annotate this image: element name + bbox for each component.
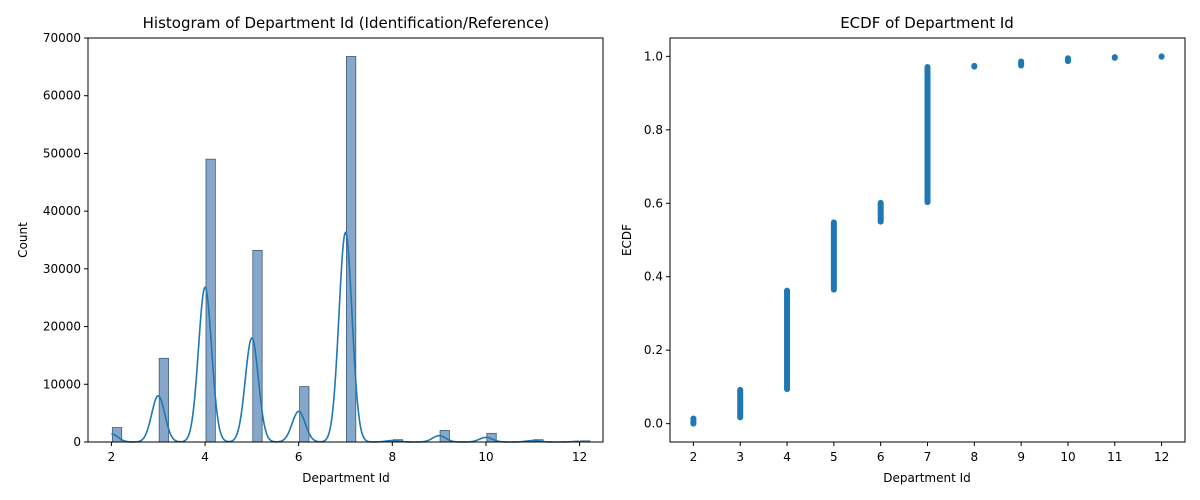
ecdf-title: ECDF of Department Id xyxy=(840,14,1014,32)
ecdf-y-label: ECDF xyxy=(620,224,634,256)
ecdf-x-tick-label: 8 xyxy=(970,450,978,464)
histogram-axes-frame xyxy=(87,37,604,443)
histogram-y-tick-label: 10000 xyxy=(43,377,81,391)
histogram-y-tick-label: 0 xyxy=(73,435,81,449)
histogram-x-tick-label: 10 xyxy=(478,450,493,464)
histogram-y-label: Count xyxy=(16,222,30,258)
histogram-x-tick-label: 4 xyxy=(201,450,209,464)
histogram-y-tick-label: 40000 xyxy=(43,204,81,218)
histogram-x-ticks: 2 4 6 8 10 12 xyxy=(108,442,587,464)
ecdf-axes-frame xyxy=(669,37,1186,443)
histogram-y-tick-label: 70000 xyxy=(43,31,81,45)
histogram-x-tick-label: 2 xyxy=(108,450,116,464)
ecdf-x-tick-label: 11 xyxy=(1107,450,1122,464)
histogram-y-tick-label: 20000 xyxy=(43,320,81,334)
histogram-y-tick-label: 30000 xyxy=(43,262,81,276)
ecdf-x-tick-label: 2 xyxy=(690,450,698,464)
ecdf-x-tick-label: 5 xyxy=(830,450,838,464)
histogram-bars xyxy=(111,56,591,443)
ecdf-x-tick-label: 9 xyxy=(1017,450,1025,464)
ecdf-point-columns xyxy=(690,53,1165,427)
histogram-y-tick-label: 50000 xyxy=(43,146,81,160)
histogram-x-tick-label: 8 xyxy=(388,450,396,464)
histogram-y-ticks: 0 10000 20000 30000 40000 50000 60000 70000 xyxy=(43,31,88,449)
ecdf-chart: ECDF of Department Id Department Id ECDF… xyxy=(620,14,1186,485)
ecdf-x-label: Department Id xyxy=(883,471,971,485)
ecdf-x-tick-label: 6 xyxy=(877,450,885,464)
ecdf-x-tick-label: 7 xyxy=(924,450,932,464)
ecdf-x-tick-label: 3 xyxy=(736,450,744,464)
histogram-chart: Histogram of Department Id (Identificati… xyxy=(16,14,604,485)
ecdf-x-tick-label: 12 xyxy=(1154,450,1169,464)
ecdf-y-tick-label: 1.0 xyxy=(644,49,663,63)
ecdf-x-tick-label: 10 xyxy=(1060,450,1075,464)
ecdf-y-ticks: 0.0 0.2 0.4 0.6 0.8 1.0 xyxy=(644,49,670,431)
ecdf-y-tick-label: 0.6 xyxy=(644,196,663,210)
histogram-y-tick-label: 60000 xyxy=(43,89,81,103)
ecdf-y-tick-label: 0.2 xyxy=(644,343,663,357)
ecdf-y-tick-label: 0.4 xyxy=(644,270,663,284)
ecdf-y-tick-label: 0.0 xyxy=(644,417,663,431)
ecdf-x-ticks: 2 3 4 5 6 7 8 9 10 11 12 xyxy=(690,442,1169,464)
histogram-x-label: Department Id xyxy=(302,471,390,485)
histogram-x-tick-label: 12 xyxy=(572,450,587,464)
histogram-title: Histogram of Department Id (Identificati… xyxy=(143,14,550,32)
ecdf-y-tick-label: 0.8 xyxy=(644,123,663,137)
ecdf-x-tick-label: 4 xyxy=(783,450,791,464)
histogram-x-tick-label: 6 xyxy=(295,450,303,464)
histogram-kde-line xyxy=(111,231,580,443)
